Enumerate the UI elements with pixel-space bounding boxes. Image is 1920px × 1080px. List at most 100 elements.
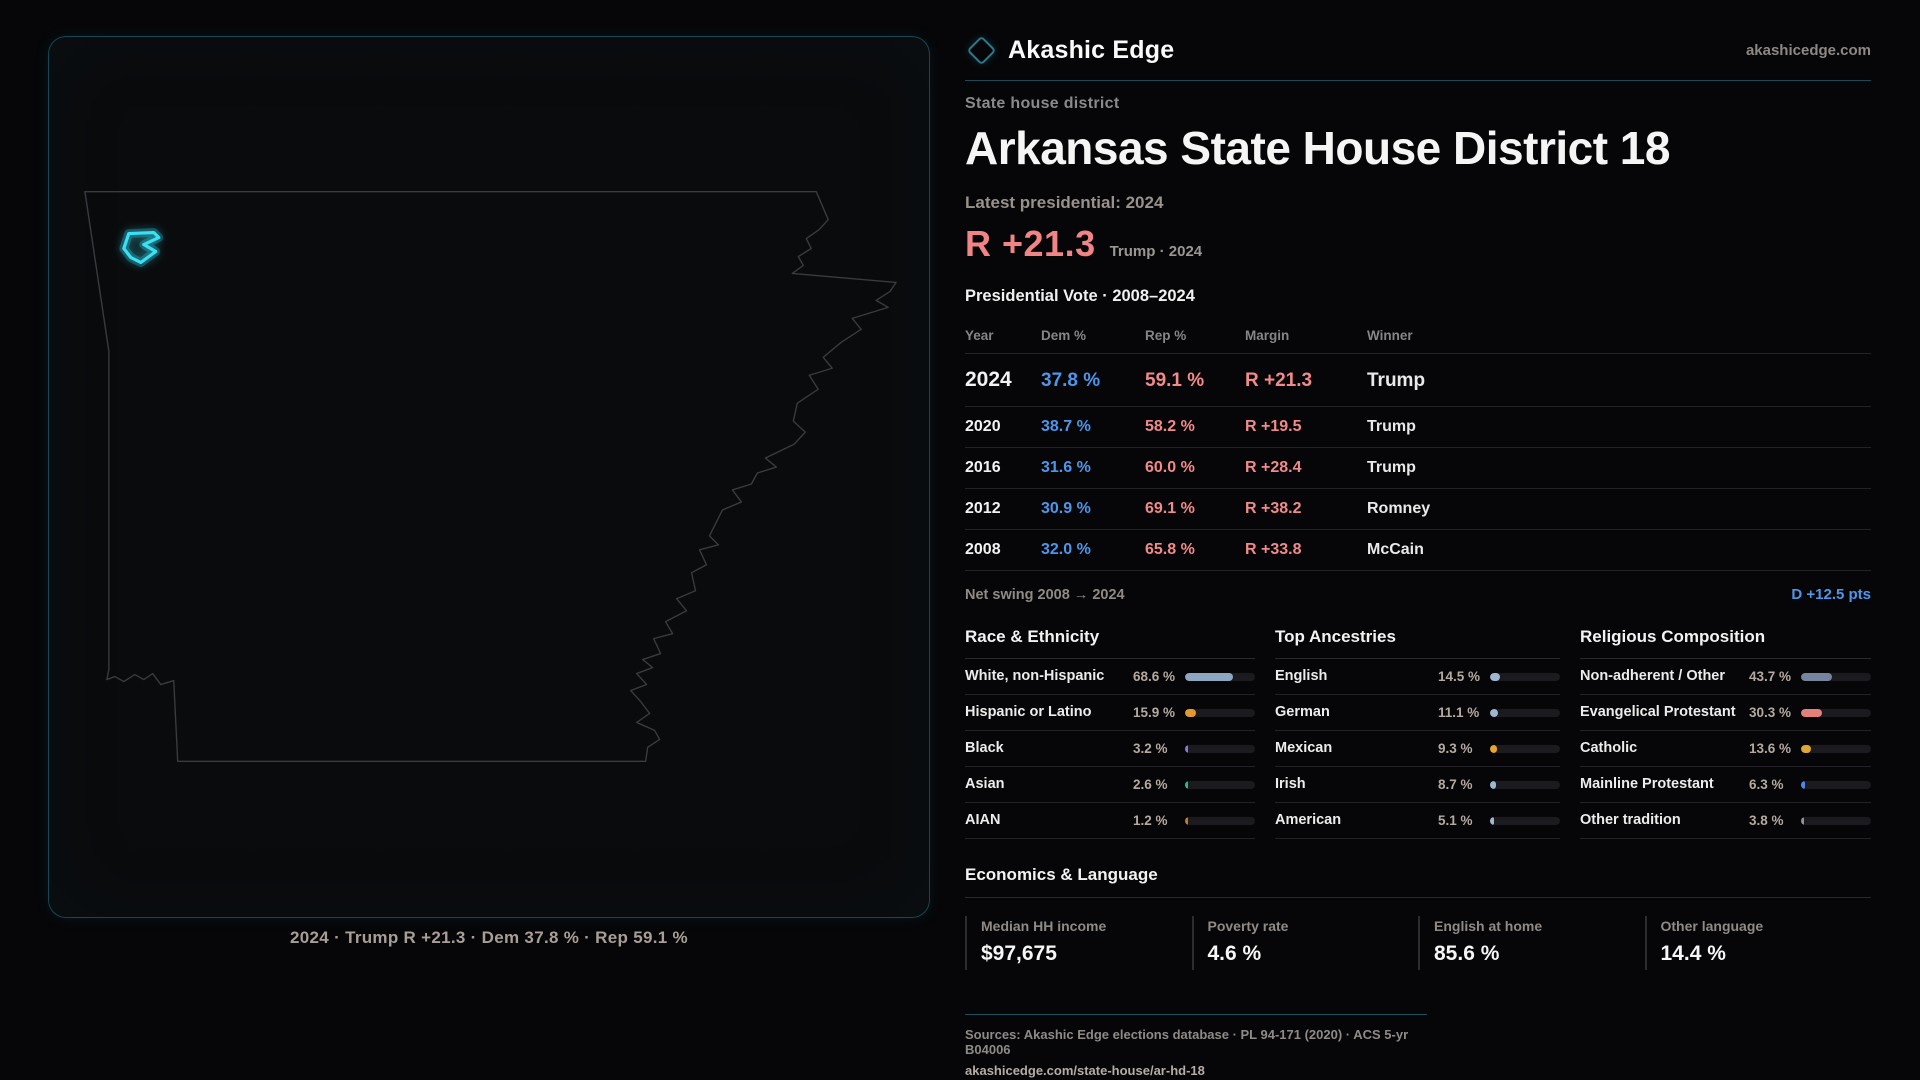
demographics-column: Race & Ethnicity White, non-Hispanic 68.6 …: [965, 627, 1255, 839]
brand-header: Akashic Edge akashicedge.com: [965, 30, 1871, 70]
col-year: Year: [965, 328, 994, 343]
net-swing-label: Net swing 2008 → 2024: [965, 587, 1125, 603]
brand-name: Akashic Edge: [1008, 35, 1175, 64]
demographic-bar-track: [1490, 780, 1560, 789]
vote-table-row: 2008 32.0 % 65.8 % R +33.8 McCain: [965, 530, 1871, 571]
page-title: Arkansas State House District 18: [965, 122, 1670, 174]
demographic-bar-fill: [1490, 672, 1500, 681]
vote-winner: Romney: [1367, 500, 1431, 517]
economics-stat-label: Poverty rate: [1207, 918, 1289, 934]
demographic-bar-track: [1185, 816, 1255, 825]
demographic-value: 30.3 %: [1749, 705, 1792, 720]
vote-table-row: 2012 30.9 % 69.1 % R +38.2 Romney: [965, 489, 1871, 530]
economics-stat: Median HH income $97,675: [965, 916, 1192, 970]
demographic-bar-fill: [1490, 816, 1494, 825]
demographic-bar-track: [1801, 672, 1871, 681]
presidential-vote-table: Year Dem % Rep % Margin Winner 2024 37.8 …: [965, 320, 1871, 603]
vote-winner: Trump: [1367, 370, 1426, 391]
economics-stat-label: English at home: [1434, 918, 1543, 934]
demographic-label: Mainline Protestant: [1580, 776, 1714, 793]
demographic-value: 1.2 %: [1133, 813, 1168, 828]
demographics-column: Top Ancestries English 14.5 % German 11.1 % M…: [1275, 627, 1560, 839]
vote-rep-pct: 60.0 %: [1145, 459, 1195, 476]
vote-winner: Trump: [1367, 459, 1416, 476]
demographic-label: American: [1275, 812, 1342, 829]
demographic-bar-fill: [1801, 816, 1804, 825]
economics-stat-value: $97,675: [981, 942, 1057, 965]
demographic-bar-track: [1185, 672, 1255, 681]
vote-rep-pct: 65.8 %: [1145, 541, 1195, 558]
header-divider: [965, 80, 1871, 81]
economics-stat: Poverty rate 4.6 %: [1191, 916, 1419, 970]
vote-margin: R +38.2: [1245, 500, 1302, 517]
demographic-bar-track: [1490, 672, 1560, 681]
net-swing-value: D +12.5 pts: [1791, 586, 1871, 603]
district-map-panel: [48, 36, 930, 918]
vote-margin: R +33.8: [1245, 541, 1302, 558]
demographic-value: 3.2 %: [1133, 741, 1168, 756]
footer: Sources: Akashic Edge elections database…: [965, 1014, 1427, 1078]
section-title: Top Ancestries: [1275, 627, 1560, 659]
vote-year: 2012: [965, 500, 1001, 517]
brand-site-link[interactable]: akashicedge.com: [1745, 41, 1871, 59]
demographic-value: 5.1 %: [1438, 813, 1473, 828]
demographic-row: Other tradition 3.8 %: [1580, 803, 1871, 839]
economics-stat-label: Other language: [1660, 918, 1764, 934]
demographic-label: Catholic: [1580, 740, 1638, 757]
demographic-row: Black 3.2 %: [965, 731, 1255, 767]
demographic-bar-track: [1185, 744, 1255, 753]
demographic-bar-fill: [1490, 744, 1497, 753]
demographic-bar-fill: [1185, 672, 1233, 681]
demographic-bar-track: [1490, 744, 1560, 753]
demographic-row: American 5.1 %: [1275, 803, 1560, 839]
demographic-label: Black: [965, 740, 1004, 757]
headline-margin: R +21.3 Trump · 2024: [965, 223, 1871, 265]
economics-stat-value: 85.6 %: [1434, 942, 1500, 965]
col-rep: Rep %: [1145, 328, 1187, 343]
demographic-value: 14.5 %: [1438, 669, 1481, 684]
demographic-value: 2.6 %: [1133, 777, 1168, 792]
demographic-row: Mainline Protestant 6.3 %: [1580, 767, 1871, 803]
demographic-row: Asian 2.6 %: [965, 767, 1255, 803]
demographic-row: Mexican 9.3 %: [1275, 731, 1560, 767]
demographic-row: English 14.5 %: [1275, 659, 1560, 695]
vote-dem-pct: 37.8 %: [1041, 370, 1101, 391]
demographic-bar-fill: [1801, 744, 1811, 753]
headline-margin-value: R +21.3: [965, 223, 1096, 264]
demographic-label: Other tradition: [1580, 812, 1681, 829]
latest-presidential-label: Latest presidential: 2024: [965, 193, 1164, 212]
vote-margin: R +21.3: [1245, 370, 1313, 391]
demographic-label: Non-adherent / Other: [1580, 668, 1726, 685]
demographic-value: 8.7 %: [1438, 777, 1473, 792]
vote-dem-pct: 30.9 %: [1041, 500, 1091, 517]
brand-diamond-icon: [966, 35, 997, 65]
vote-table-header: Year Dem % Rep % Margin Winner: [965, 320, 1871, 354]
demographic-label: White, non-Hispanic: [965, 668, 1105, 685]
demographics-grid: Race & Ethnicity White, non-Hispanic 68.6 …: [965, 627, 1871, 839]
vote-year: 2016: [965, 459, 1001, 476]
vote-rep-pct: 58.2 %: [1145, 418, 1195, 435]
demographic-value: 11.1 %: [1438, 705, 1480, 720]
vote-rep-pct: 69.1 %: [1145, 500, 1195, 517]
footer-permalink-link[interactable]: akashicedge.com/state-house/ar-hd-18: [965, 1063, 1205, 1078]
demographic-bar-fill: [1801, 708, 1822, 717]
vote-winner: Trump: [1367, 418, 1416, 435]
district-18-shape[interactable]: [122, 230, 161, 265]
demographic-bar-fill: [1490, 708, 1498, 717]
demographic-label: English: [1275, 668, 1328, 685]
demographic-row: Hispanic or Latino 15.9 %: [965, 695, 1255, 731]
demographic-bar-fill: [1801, 672, 1832, 681]
demographic-bar-fill: [1185, 780, 1188, 789]
vote-year: 2020: [965, 418, 1001, 435]
demographic-bar-track: [1801, 708, 1871, 717]
demographic-bar-track: [1801, 816, 1871, 825]
demographic-row: Catholic 13.6 %: [1580, 731, 1871, 767]
demographic-bar-track: [1490, 708, 1560, 717]
headline-margin-context: Trump · 2024: [1109, 243, 1203, 260]
vote-margin: R +19.5: [1245, 418, 1302, 435]
vote-winner: McCain: [1367, 541, 1424, 558]
economics-stat-value: 14.4 %: [1660, 942, 1726, 965]
vote-table-title: Presidential Vote · 2008–2024: [965, 287, 1195, 305]
economics-title: Economics & Language: [965, 865, 1871, 898]
map-caption: 2024 · Trump R +21.3 · Dem 37.8 % · Rep …: [290, 928, 688, 947]
